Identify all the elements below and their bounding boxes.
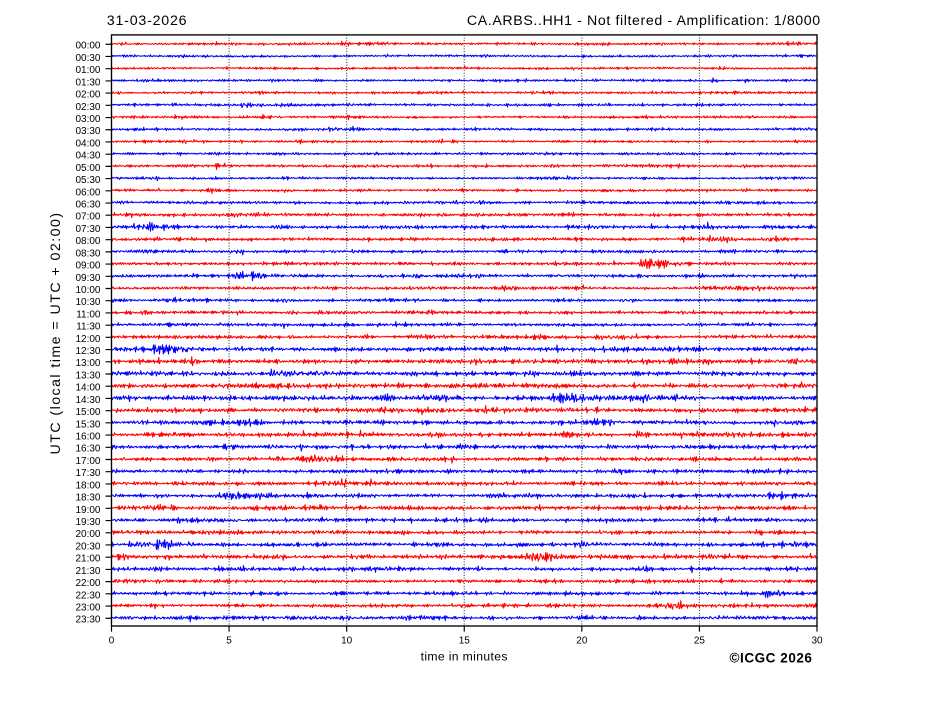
svg-text:18:30: 18:30 — [75, 493, 100, 504]
svg-text:16:00: 16:00 — [75, 432, 100, 443]
svg-text:20:30: 20:30 — [75, 541, 100, 552]
svg-text:©ICGC 2026: ©ICGC 2026 — [730, 651, 813, 666]
svg-text:08:00: 08:00 — [75, 236, 100, 247]
svg-text:09:30: 09:30 — [75, 273, 100, 284]
svg-text:02:30: 02:30 — [75, 102, 100, 113]
svg-text:23:00: 23:00 — [75, 603, 100, 614]
svg-text:05:00: 05:00 — [75, 163, 100, 174]
svg-text:10: 10 — [341, 636, 353, 647]
svg-text:12:30: 12:30 — [75, 346, 100, 357]
svg-text:15:30: 15:30 — [75, 419, 100, 430]
svg-text:04:30: 04:30 — [75, 151, 100, 162]
svg-text:31-03-2026: 31-03-2026 — [107, 13, 188, 29]
svg-text:08:30: 08:30 — [75, 248, 100, 259]
svg-text:06:00: 06:00 — [75, 187, 100, 198]
svg-text:02:00: 02:00 — [75, 90, 100, 101]
svg-text:20: 20 — [576, 636, 588, 647]
svg-text:05:30: 05:30 — [75, 175, 100, 186]
svg-text:0: 0 — [109, 636, 115, 647]
svg-text:04:00: 04:00 — [75, 138, 100, 149]
svg-text:13:30: 13:30 — [75, 370, 100, 381]
svg-text:09:00: 09:00 — [75, 261, 100, 272]
svg-text:13:00: 13:00 — [75, 358, 100, 369]
svg-text:21:30: 21:30 — [75, 566, 100, 577]
svg-text:01:30: 01:30 — [75, 77, 100, 88]
svg-text:15: 15 — [459, 636, 471, 647]
svg-text:18:00: 18:00 — [75, 480, 100, 491]
svg-text:22:30: 22:30 — [75, 590, 100, 601]
svg-text:17:30: 17:30 — [75, 468, 100, 479]
svg-text:19:30: 19:30 — [75, 517, 100, 528]
svg-text:22:00: 22:00 — [75, 578, 100, 589]
svg-text:11:00: 11:00 — [76, 309, 101, 320]
svg-text:20:00: 20:00 — [75, 529, 100, 540]
svg-text:CA.ARBS..HH1 - Not filtered -: CA.ARBS..HH1 - Not filtered - Amplificat… — [467, 13, 821, 29]
svg-text:21:00: 21:00 — [75, 554, 100, 565]
svg-text:00:30: 00:30 — [75, 53, 100, 64]
svg-text:07:30: 07:30 — [75, 224, 100, 235]
svg-text:07:00: 07:00 — [75, 212, 100, 223]
svg-text:03:00: 03:00 — [75, 114, 100, 125]
svg-text:15:00: 15:00 — [75, 407, 100, 418]
svg-text:11:30: 11:30 — [76, 322, 101, 333]
svg-text:10:00: 10:00 — [75, 285, 100, 296]
svg-text:03:30: 03:30 — [75, 126, 100, 137]
svg-text:00:00: 00:00 — [75, 41, 100, 52]
svg-text:17:00: 17:00 — [75, 456, 100, 467]
svg-text:12:00: 12:00 — [75, 334, 100, 345]
svg-text:10:30: 10:30 — [75, 297, 100, 308]
svg-text:01:00: 01:00 — [75, 65, 100, 76]
svg-text:06:30: 06:30 — [75, 199, 100, 210]
svg-text:time in minutes: time in minutes — [421, 649, 508, 663]
svg-text:14:30: 14:30 — [75, 395, 100, 406]
svg-text:25: 25 — [694, 636, 706, 647]
svg-text:14:00: 14:00 — [75, 383, 100, 394]
svg-text:5: 5 — [226, 636, 232, 647]
svg-text:19:00: 19:00 — [75, 505, 100, 516]
svg-text:UTC (local time = UTC + 02:00): UTC (local time = UTC + 02:00) — [48, 212, 64, 455]
svg-text:30: 30 — [811, 636, 823, 647]
svg-text:16:30: 16:30 — [75, 444, 100, 455]
svg-text:23:30: 23:30 — [75, 615, 100, 626]
